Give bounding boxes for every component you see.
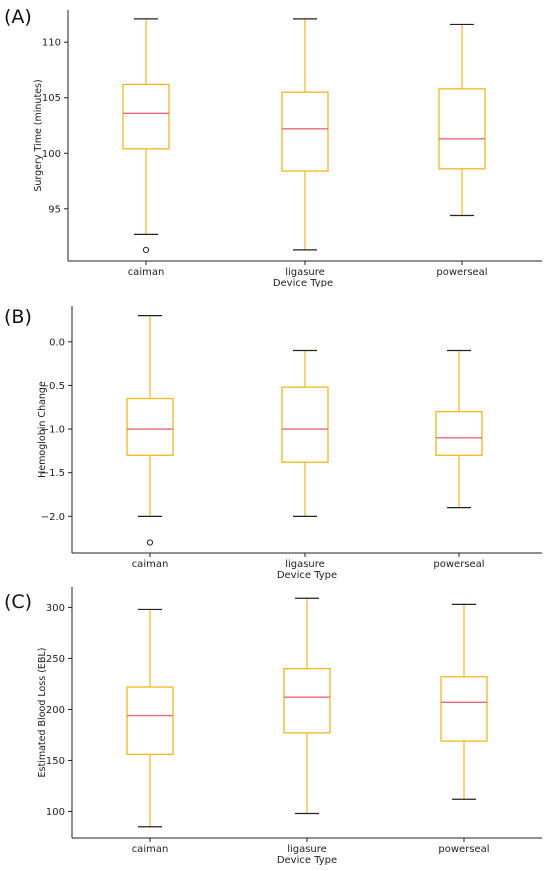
iqr-box bbox=[435, 410, 483, 456]
iqr-box bbox=[440, 676, 488, 742]
y-tick-label: 95 bbox=[48, 204, 61, 215]
y-tick-label: 100 bbox=[42, 149, 61, 160]
iqr-box bbox=[122, 83, 170, 150]
box-caiman bbox=[122, 18, 170, 253]
x-axis-label: Device Type bbox=[277, 570, 337, 581]
x-tick-label: caiman bbox=[132, 559, 169, 570]
y-tick-label: 0.0 bbox=[49, 337, 65, 348]
box-ligasure bbox=[281, 349, 329, 517]
boxplot-surgery-time: 95 100 105 110 Surgery Time (minutes) caiman l… bbox=[33, 10, 542, 289]
y-tick-label: 150 bbox=[46, 756, 65, 767]
panel-label: (B) bbox=[4, 306, 32, 328]
outlier-point bbox=[146, 539, 154, 546]
panel-hemoglobin-change: (B) 0.0 −0.5 −1.0 −1.5 −2.0 Hemoglobin Change… bbox=[0, 297, 550, 583]
box-caiman bbox=[126, 608, 174, 828]
y-axis-label: Surgery Time (minutes) bbox=[33, 79, 44, 191]
x-tick-label: powerseal bbox=[433, 559, 484, 570]
panel-blood-loss: (C) 100 150 200 250 300 Estimated Blood Loss … bbox=[0, 582, 550, 867]
x-tick-label: caiman bbox=[132, 844, 169, 855]
y-tick-label: −1.5 bbox=[41, 468, 65, 479]
panel-label: (A) bbox=[4, 6, 32, 28]
box-powerseal bbox=[435, 349, 483, 509]
x-axis-label: Device Type bbox=[277, 855, 337, 866]
y-tick-label: −2.0 bbox=[41, 512, 65, 523]
y-tick-label: 105 bbox=[42, 93, 61, 104]
y-tick-label: −0.5 bbox=[41, 381, 65, 392]
panel-surgery-time: (A) 95 100 105 110 Surgery Time (minutes) cai… bbox=[0, 0, 550, 289]
x-tick-label: ligasure bbox=[285, 559, 325, 570]
box-powerseal bbox=[440, 603, 488, 800]
box-powerseal bbox=[438, 23, 486, 217]
iqr-box bbox=[126, 686, 174, 755]
y-tick-label: 100 bbox=[46, 807, 65, 818]
y-axis-label: Hemoglobin Change bbox=[37, 381, 48, 478]
box-ligasure bbox=[281, 18, 329, 251]
box-caiman bbox=[126, 315, 174, 546]
iqr-box bbox=[281, 91, 329, 172]
x-tick-label: ligasure bbox=[285, 267, 325, 278]
y-tick-label: −1.0 bbox=[41, 425, 65, 436]
iqr-box bbox=[126, 397, 174, 456]
y-tick-label: 200 bbox=[46, 705, 65, 716]
boxplot-hemoglobin-change: 0.0 −0.5 −1.0 −1.5 −2.0 Hemoglobin Change caim… bbox=[37, 306, 542, 581]
y-tick-label: 110 bbox=[42, 38, 61, 49]
iqr-box bbox=[283, 667, 331, 734]
y-axis-label: Estimated Blood Loss (EBL) bbox=[37, 648, 48, 778]
iqr-box bbox=[438, 88, 486, 170]
y-tick-label: 300 bbox=[46, 603, 65, 614]
box-ligasure bbox=[283, 597, 331, 815]
outlier-point bbox=[142, 246, 150, 253]
y-tick-label: 250 bbox=[46, 654, 65, 665]
iqr-box bbox=[281, 386, 329, 463]
x-tick-label: caiman bbox=[128, 267, 165, 278]
x-tick-label: ligasure bbox=[287, 844, 327, 855]
x-tick-label: powerseal bbox=[436, 267, 487, 278]
boxplot-blood-loss: 100 150 200 250 300 Estimated Blood Loss (EBL… bbox=[37, 587, 542, 866]
panel-label: (C) bbox=[4, 591, 33, 613]
x-axis-label: Device Type bbox=[273, 278, 333, 287]
x-tick-label: powerseal bbox=[438, 844, 489, 855]
